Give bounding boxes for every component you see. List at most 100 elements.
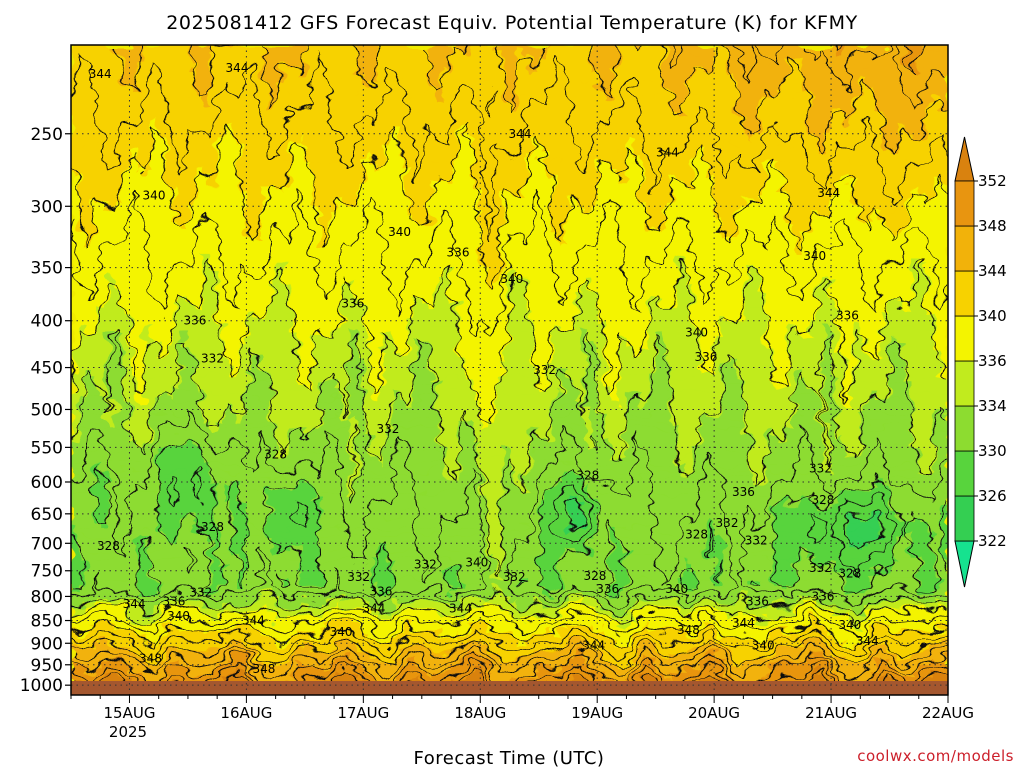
field-cell	[692, 449, 752, 458]
field-cell	[180, 355, 196, 364]
field-cell	[823, 348, 832, 357]
contour-line-328	[167, 468, 893, 577]
field-cell	[326, 211, 416, 220]
field-cell	[443, 81, 503, 90]
field-cell	[889, 565, 920, 573]
field-cell	[85, 232, 94, 241]
field-cell	[334, 384, 350, 393]
field-cell	[538, 572, 562, 581]
field-cell	[312, 370, 350, 378]
field-cell	[290, 435, 350, 443]
field-cell	[904, 370, 942, 378]
field-cell	[71, 218, 80, 227]
field-cell	[114, 203, 175, 212]
field-cell	[597, 384, 613, 393]
field-cell	[224, 630, 262, 638]
field-cell	[100, 196, 123, 205]
field-cell	[363, 153, 372, 162]
field-cell	[487, 283, 496, 292]
field-cell	[845, 449, 862, 458]
field-cell	[246, 341, 299, 350]
field-cell	[889, 305, 905, 313]
field-cell	[524, 290, 584, 299]
field-cell	[663, 45, 715, 53]
field-cell	[268, 81, 277, 90]
field-cell	[71, 59, 123, 68]
field-cell	[611, 398, 620, 407]
field-cell	[268, 521, 321, 530]
contour-label: 332	[809, 462, 832, 476]
field-cell	[575, 550, 591, 559]
field-cell	[173, 658, 182, 667]
field-cell	[809, 377, 825, 386]
field-cell	[312, 644, 328, 653]
field-cell	[692, 160, 708, 169]
field-cell	[377, 333, 394, 342]
field-cell	[348, 370, 365, 378]
field-cell	[860, 211, 876, 220]
field-cell	[473, 384, 496, 393]
field-cell	[107, 391, 123, 400]
field-cell	[831, 355, 847, 364]
field-cell	[531, 341, 555, 350]
colorbar-label: 344	[978, 262, 1007, 280]
field-cell	[268, 593, 328, 602]
field-cell	[377, 543, 386, 552]
field-cell	[940, 355, 948, 364]
field-cell	[502, 550, 540, 559]
field-cell	[377, 608, 394, 617]
field-cell	[473, 377, 496, 386]
field-cell	[721, 673, 730, 682]
field-cell	[794, 565, 840, 573]
field-cell	[268, 528, 321, 537]
field-cell	[473, 167, 525, 176]
field-cell	[429, 81, 445, 90]
field-cell	[823, 341, 832, 350]
field-cell	[261, 203, 321, 212]
field-cell	[144, 384, 175, 393]
field-cell	[772, 565, 796, 573]
field-cell	[451, 283, 489, 292]
field-cell	[684, 565, 693, 573]
field-cell	[823, 413, 840, 422]
field-cell	[71, 211, 80, 220]
field-cell	[604, 427, 628, 436]
field-cell	[904, 225, 948, 234]
field-cell	[385, 370, 416, 378]
field-cell	[297, 355, 313, 364]
field-cell	[443, 73, 503, 82]
field-cell	[911, 290, 927, 299]
field-cell	[940, 514, 948, 523]
field-cell	[363, 297, 416, 306]
credit-link[interactable]: coolwx.com/models	[857, 747, 1014, 765]
field-cell	[144, 52, 189, 61]
field-cell	[531, 138, 540, 147]
field-cell	[706, 160, 767, 169]
field-cell	[750, 579, 767, 588]
field-cell	[239, 485, 270, 494]
field-cell	[71, 500, 94, 508]
field-cell	[202, 601, 226, 610]
field-cell	[246, 319, 291, 328]
field-cell	[743, 406, 796, 415]
field-cell	[787, 211, 810, 220]
field-cell	[122, 297, 182, 306]
field-cell	[794, 247, 803, 256]
field-cell	[136, 630, 167, 638]
field-cell	[458, 153, 474, 162]
field-cell	[743, 377, 774, 386]
field-cell	[129, 333, 145, 342]
field-cell	[268, 384, 306, 393]
field-cell	[385, 456, 445, 465]
field-cell	[180, 348, 196, 357]
field-cell	[524, 305, 577, 313]
field-cell	[626, 406, 672, 415]
field-cell	[838, 182, 854, 191]
field-cell	[838, 52, 847, 61]
contour-label: 344	[656, 145, 679, 159]
field-cell	[363, 413, 394, 422]
field-cell	[904, 362, 942, 371]
field-cell	[487, 276, 503, 285]
y-tick-label: 950	[31, 656, 63, 676]
field-cell	[246, 218, 262, 227]
